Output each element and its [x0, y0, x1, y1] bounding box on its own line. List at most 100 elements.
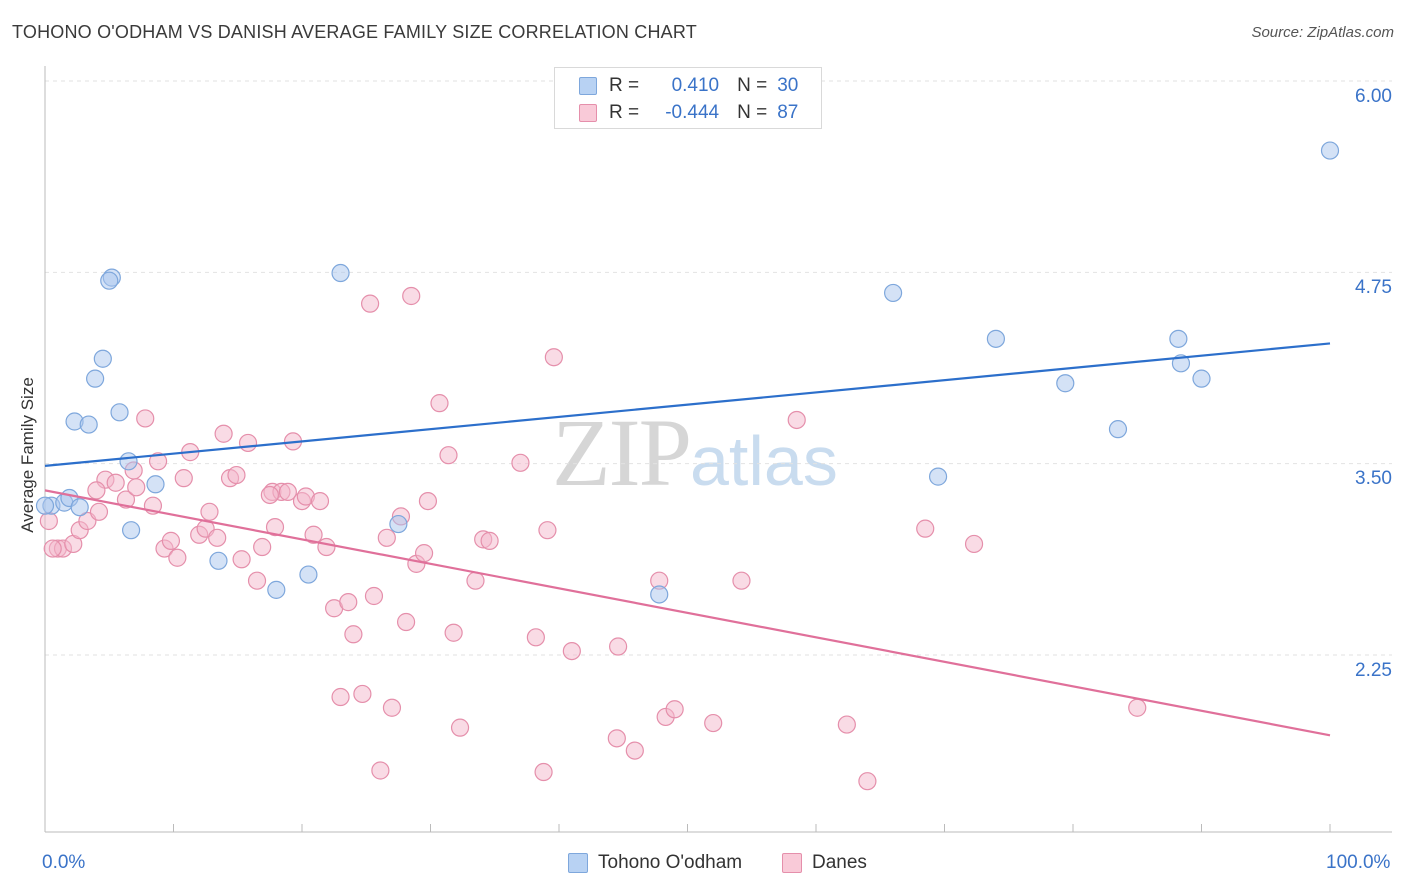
danes-point — [402, 286, 421, 306]
series-legend: Tohono O'odham Danes — [0, 852, 1406, 876]
source-credit: Source: ZipAtlas.com — [1251, 24, 1394, 41]
danes-point — [227, 465, 246, 485]
y-tick-label: 2.25 — [1355, 660, 1392, 681]
y-tick-label: 6.00 — [1355, 86, 1392, 107]
n-value: 87 — [777, 102, 799, 123]
danes-point — [732, 571, 751, 590]
tohono-point — [928, 467, 948, 486]
tohono-point — [70, 498, 89, 517]
danes-point — [364, 586, 384, 606]
tohono-swatch — [568, 853, 588, 873]
danes-point — [396, 612, 416, 632]
danes-point — [116, 490, 136, 509]
tohono-point — [299, 565, 318, 584]
chart-title: TOHONO O'ODHAM VS DANISH AVERAGE FAMILY … — [12, 22, 697, 42]
danes-point — [344, 625, 363, 644]
x-tick-label-max: 100.0% — [1326, 852, 1391, 873]
danes-point — [87, 481, 106, 500]
danes-point — [200, 502, 219, 521]
danes-point — [331, 687, 350, 707]
y-axis-label: Average Family Size — [18, 377, 37, 533]
danes-point — [562, 642, 581, 661]
danes-point — [511, 453, 530, 472]
danes-swatch — [579, 104, 597, 122]
danes-point — [377, 528, 396, 547]
danes-point — [174, 469, 193, 488]
tohono-point — [650, 585, 669, 604]
tohono-point — [267, 580, 286, 599]
danes-point — [265, 518, 285, 537]
tohono-point — [93, 349, 112, 368]
tohono-trend-line — [44, 342, 1331, 467]
danes-point — [39, 511, 58, 531]
tohono-point — [986, 329, 1006, 348]
watermark-zip: ZIP — [552, 399, 692, 506]
danes-point — [964, 534, 984, 554]
danes-point — [704, 713, 723, 733]
tohono-point — [79, 415, 98, 434]
stats-row-tohono: R = 0.410 N = 30 — [579, 74, 798, 98]
danes-point — [858, 772, 877, 791]
danes-point — [89, 502, 109, 521]
danes-point — [353, 684, 372, 704]
stats-row-danes: R = -0.444 N = 87 — [579, 101, 798, 125]
danes-point — [665, 700, 684, 719]
tohono-point — [146, 475, 165, 494]
danes-point — [837, 715, 856, 734]
danes-point — [609, 637, 628, 656]
danes-point — [414, 544, 434, 563]
danes-point — [361, 294, 380, 313]
danes-point — [136, 409, 155, 428]
tohono-point — [1192, 369, 1211, 388]
danes-point — [466, 571, 485, 590]
danes-point — [310, 491, 330, 511]
danes-point — [450, 718, 470, 737]
tohono-point — [1056, 374, 1075, 393]
danes-point — [232, 550, 251, 569]
r-label: R = — [609, 75, 640, 96]
legend-item-danes[interactable]: Danes — [782, 852, 867, 874]
danes-point — [480, 531, 499, 550]
legend-label: Tohono O'odham — [598, 852, 743, 873]
r-label: R = — [609, 102, 640, 123]
danes-point — [106, 473, 125, 492]
stats-legend: R = 0.410 N = 30 R = -0.444 N = 87 — [554, 67, 822, 129]
tohono-point — [1320, 141, 1340, 160]
tohono-point — [883, 283, 903, 303]
danes-point — [418, 491, 438, 511]
danes-point — [148, 452, 168, 471]
danes-point — [382, 698, 402, 717]
danes-point — [534, 762, 553, 782]
legend-label: Danes — [812, 852, 867, 873]
danes-point — [371, 761, 390, 780]
n-label: N = — [737, 102, 768, 123]
watermark: ZIPatlas — [552, 405, 838, 501]
danes-point — [304, 525, 323, 544]
danes-point — [247, 571, 267, 590]
tohono-point — [389, 514, 408, 534]
danes-point — [444, 623, 463, 642]
danes-point — [439, 446, 458, 465]
danes-point — [208, 528, 227, 547]
tohono-point — [1108, 420, 1128, 439]
tohono-point — [119, 452, 138, 471]
r-value: -0.444 — [665, 102, 720, 123]
tohono-point — [121, 521, 141, 540]
tohono-point — [86, 369, 105, 388]
n-value: 30 — [777, 75, 799, 96]
danes-point — [544, 348, 563, 367]
danes-point — [625, 741, 644, 760]
danes-trend-line — [44, 489, 1331, 737]
legend-item-tohono[interactable]: Tohono O'odham — [568, 852, 742, 874]
tohono-point — [110, 403, 129, 422]
danes-point — [526, 628, 545, 647]
tohono-point — [100, 271, 119, 290]
danes-point — [127, 478, 146, 497]
danes-point — [161, 531, 181, 550]
danes-point — [916, 519, 935, 538]
watermark-atlas: atlas — [690, 422, 838, 500]
danes-point — [607, 729, 626, 748]
danes-point — [538, 521, 557, 540]
x-tick-label-min: 0.0% — [42, 852, 86, 873]
